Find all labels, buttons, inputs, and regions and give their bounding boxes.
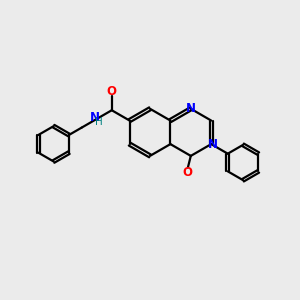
Text: N: N	[90, 110, 100, 124]
Text: N: N	[186, 102, 196, 115]
Text: O: O	[183, 166, 193, 179]
Text: H: H	[94, 117, 102, 127]
Text: O: O	[107, 85, 117, 98]
Text: N: N	[207, 138, 218, 151]
